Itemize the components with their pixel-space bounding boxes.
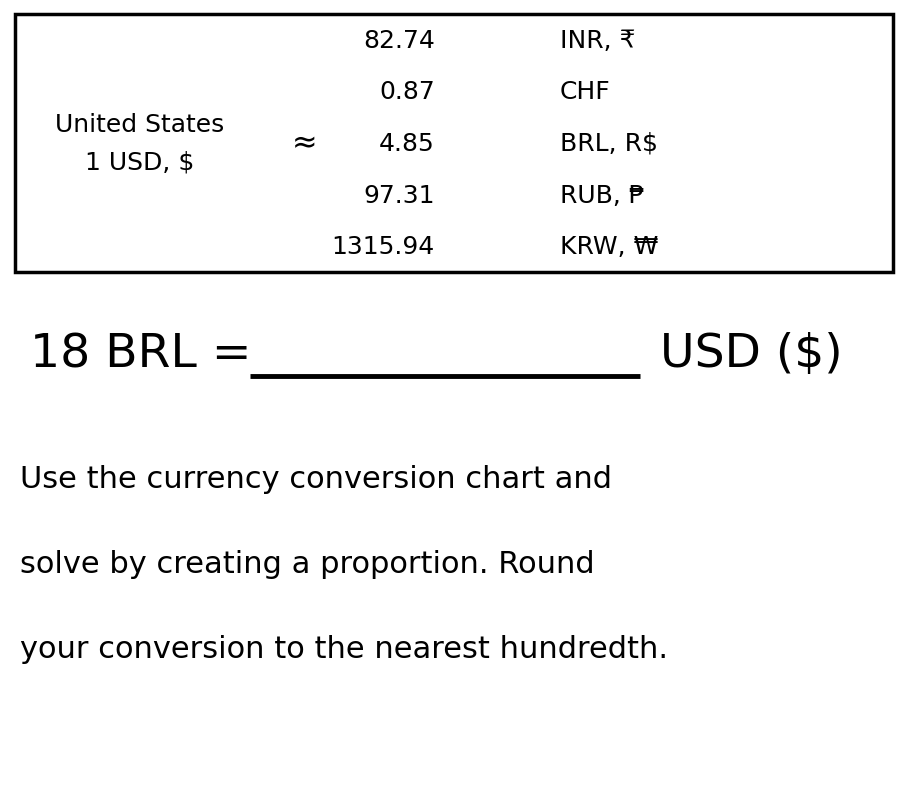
- Text: KRW, ₩: KRW, ₩: [559, 235, 658, 259]
- Text: 4.85: 4.85: [379, 132, 435, 156]
- Text: 1315.94: 1315.94: [332, 235, 435, 259]
- Text: BRL, R$: BRL, R$: [559, 132, 657, 156]
- Text: CHF: CHF: [559, 80, 610, 104]
- Text: INR, ₹: INR, ₹: [559, 29, 635, 53]
- Text: 82.74: 82.74: [363, 29, 435, 53]
- Text: 18 BRL =: 18 BRL =: [30, 332, 251, 377]
- Text: 0.87: 0.87: [379, 80, 435, 104]
- Text: solve by creating a proportion. Round: solve by creating a proportion. Round: [20, 550, 594, 579]
- FancyBboxPatch shape: [15, 15, 892, 273]
- Text: 97.31: 97.31: [363, 183, 435, 207]
- Text: your conversion to the nearest hundredth.: your conversion to the nearest hundredth…: [20, 634, 667, 663]
- Text: ≈: ≈: [292, 129, 317, 158]
- Text: RUB, ₱: RUB, ₱: [559, 183, 644, 207]
- Text: Use the currency conversion chart and: Use the currency conversion chart and: [20, 465, 611, 494]
- Text: United States
1 USD, $: United States 1 USD, $: [56, 113, 224, 174]
- Text: USD ($): USD ($): [660, 332, 842, 377]
